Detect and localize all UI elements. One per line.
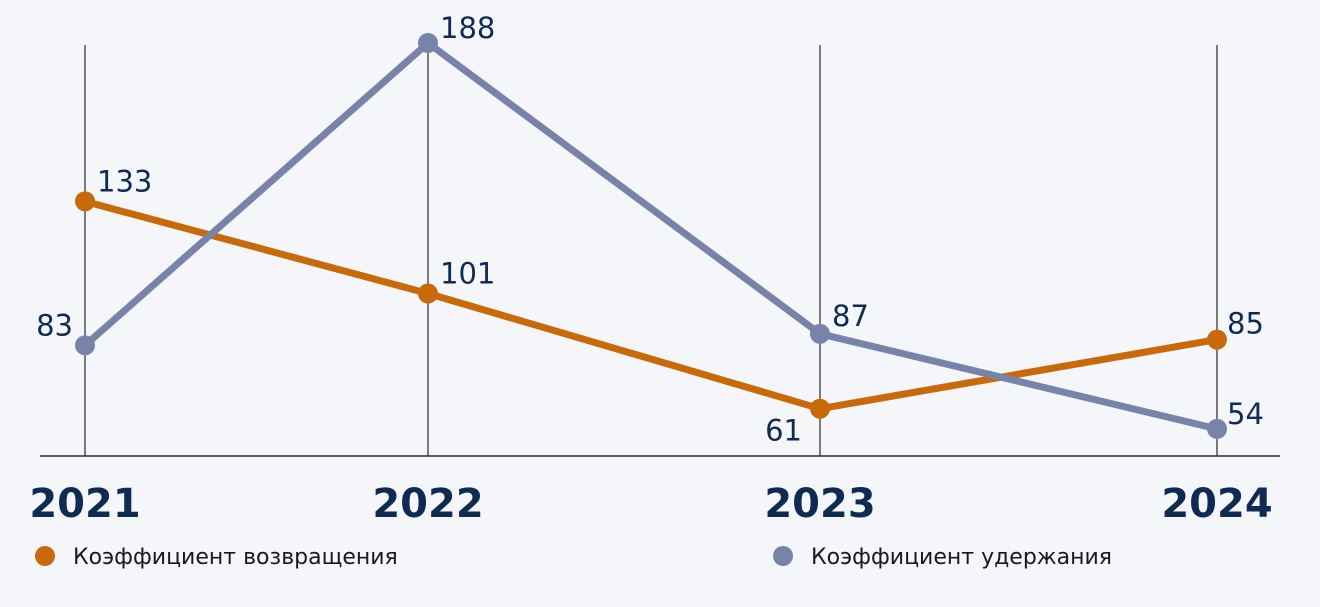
legend-marker-return (35, 546, 55, 566)
point-retention-2024 (1207, 418, 1227, 439)
data-label-return-2022: 101 (440, 257, 495, 291)
x-tick-labels: 2021 2022 2023 2024 (29, 481, 1272, 527)
legend-marker-retention (773, 546, 793, 566)
data-label-return-2024: 85 (1227, 307, 1264, 341)
data-points (75, 32, 1227, 439)
x-tick-2024: 2024 (1161, 481, 1272, 527)
data-label-retention-2023: 87 (832, 299, 869, 333)
grid-lines (84, 45, 1218, 456)
series-line-return (81, 197, 1221, 413)
point-retention-2023 (810, 323, 830, 344)
data-label-retention-2022: 188 (440, 11, 495, 45)
data-label-return-2023: 61 (765, 414, 802, 448)
series-line-retention (81, 39, 1221, 433)
x-tick-2023: 2023 (764, 481, 875, 527)
point-retention-2021 (75, 335, 95, 356)
data-labels: 133 101 61 85 83 188 87 54 (36, 11, 1264, 448)
point-return-2024 (1207, 329, 1227, 350)
data-label-retention-2024: 54 (1227, 397, 1264, 431)
x-tick-2022: 2022 (372, 481, 483, 527)
legend-label-return: Коэффициент возвращения (73, 545, 398, 570)
legend: Коэффициент возвращения Коэффициент удер… (35, 545, 1112, 570)
x-tick-2021: 2021 (29, 481, 140, 527)
point-return-2021 (75, 191, 95, 212)
legend-item-retention: Коэффициент удержания (773, 545, 1112, 570)
series-lines (81, 39, 1221, 433)
point-return-2023 (810, 398, 830, 419)
legend-label-retention: Коэффициент удержания (811, 545, 1112, 570)
point-return-2022 (418, 283, 438, 304)
legend-item-return: Коэффициент возвращения (35, 545, 398, 570)
point-retention-2022 (418, 32, 438, 53)
data-label-retention-2021: 83 (36, 308, 73, 342)
data-label-return-2021: 133 (97, 164, 152, 198)
